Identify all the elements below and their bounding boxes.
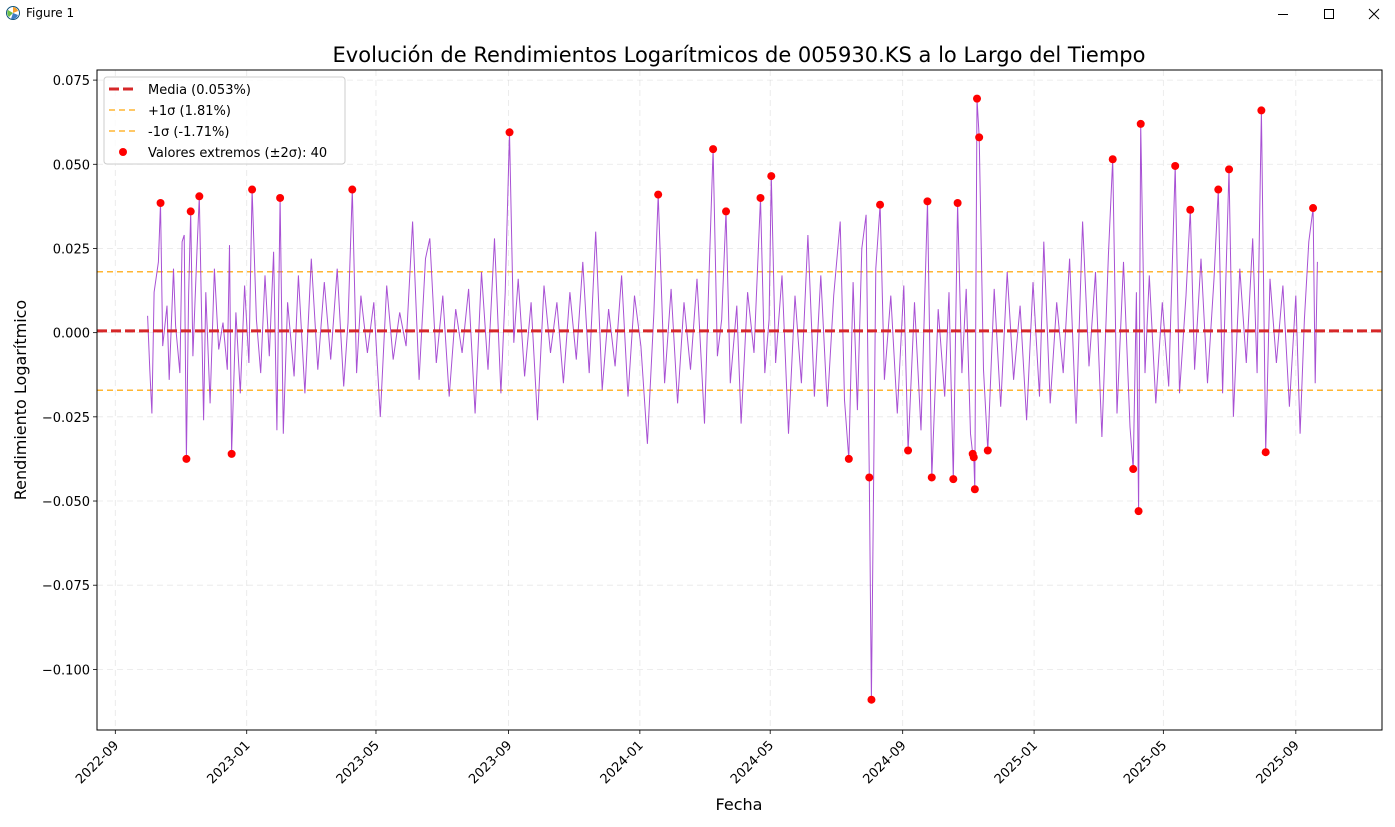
minimize-button[interactable] bbox=[1260, 0, 1306, 28]
extreme-point bbox=[927, 473, 936, 482]
extreme-point bbox=[709, 145, 718, 154]
extreme-point bbox=[767, 172, 776, 181]
extreme-point bbox=[1136, 119, 1145, 128]
extreme-point bbox=[975, 133, 984, 142]
extreme-point bbox=[654, 190, 663, 199]
plot-area-frame bbox=[96, 69, 1383, 731]
x-tick-label: 2025-09 bbox=[1254, 738, 1303, 787]
x-tick-label: 2024-01 bbox=[598, 738, 647, 787]
extreme-point bbox=[1171, 161, 1180, 170]
legend-label: -1σ (-1.71%) bbox=[148, 125, 229, 140]
legend-label: Valores extremos (±2σ): 40 bbox=[148, 146, 327, 161]
extreme-point bbox=[973, 94, 982, 103]
y-axis-ticks: 0.075 0.050 0.025 0.000 −0.025 −0.050 −0.075 −0… bbox=[42, 74, 97, 678]
legend-box bbox=[103, 76, 346, 165]
extreme-point bbox=[186, 207, 195, 216]
y-tick-label: −0.100 bbox=[42, 663, 90, 678]
extreme-markers bbox=[156, 94, 1318, 704]
y-tick-label: −0.075 bbox=[42, 579, 90, 594]
chart-title: Evolución de Rendimientos Logarítmicos d… bbox=[333, 43, 1146, 67]
x-tick-label: 2024-09 bbox=[860, 738, 909, 787]
x-tick-label: 2025-05 bbox=[1121, 738, 1170, 787]
extreme-point bbox=[756, 193, 765, 202]
extreme-point bbox=[1129, 465, 1138, 474]
y-tick-label: −0.025 bbox=[42, 411, 90, 426]
extreme-point bbox=[182, 454, 191, 463]
matplotlib-figure-icon bbox=[6, 6, 20, 20]
legend: Media (0.053%) +1σ (1.81%) -1σ (-1.71%) Val… bbox=[103, 76, 346, 165]
close-button[interactable] bbox=[1351, 0, 1395, 28]
legend-label: +1σ (1.81%) bbox=[148, 104, 231, 119]
x-tick-label: 2022-09 bbox=[73, 738, 122, 787]
extreme-point bbox=[1108, 155, 1117, 164]
y-tick-label: 0.075 bbox=[53, 74, 90, 89]
y-tick-label: 0.025 bbox=[53, 242, 90, 257]
extreme-point bbox=[1225, 165, 1234, 174]
extreme-point bbox=[227, 449, 236, 458]
window-titlebar: Figure 1 bbox=[0, 0, 1395, 28]
extreme-point bbox=[1261, 448, 1270, 457]
y-tick-label: 0.000 bbox=[53, 327, 90, 342]
extreme-point bbox=[865, 473, 874, 482]
extreme-point bbox=[904, 446, 913, 455]
y-tick-label: −0.050 bbox=[42, 495, 90, 510]
x-tick-label: 2025-01 bbox=[992, 738, 1041, 787]
extreme-point bbox=[195, 192, 204, 201]
maximize-icon bbox=[1324, 9, 1334, 19]
y-tick-label: 0.050 bbox=[53, 158, 90, 173]
extreme-point bbox=[867, 695, 876, 704]
extreme-point bbox=[722, 207, 731, 216]
x-axis-ticks: 2022-09 2023-01 2023-05 2023-09 2024-01 2024-… bbox=[73, 730, 1303, 787]
close-icon bbox=[1368, 8, 1380, 20]
maximize-button[interactable] bbox=[1306, 0, 1352, 28]
x-axis-label: Fecha bbox=[716, 795, 763, 814]
extreme-point bbox=[970, 485, 979, 494]
grid-lines bbox=[97, 70, 1382, 730]
extreme-point bbox=[1134, 507, 1143, 516]
x-tick-label: 2024-05 bbox=[728, 738, 777, 787]
extreme-point bbox=[969, 453, 978, 462]
returns-series-line bbox=[147, 98, 1318, 700]
legend-label: Media (0.053%) bbox=[148, 83, 251, 98]
window-title: Figure 1 bbox=[26, 6, 75, 20]
extreme-point bbox=[1214, 185, 1223, 194]
extreme-point bbox=[348, 185, 357, 194]
extreme-point bbox=[876, 200, 885, 209]
x-tick-label: 2023-09 bbox=[466, 738, 515, 787]
minimize-icon bbox=[1278, 14, 1288, 15]
extreme-point bbox=[953, 199, 962, 208]
x-tick-label: 2023-01 bbox=[205, 738, 254, 787]
extreme-point bbox=[844, 454, 853, 463]
series-group bbox=[147, 98, 1318, 700]
extreme-point bbox=[923, 197, 932, 206]
extreme-point bbox=[949, 475, 958, 484]
x-tick-label: 2023-05 bbox=[334, 738, 383, 787]
y-axis-label: Rendimiento Logarítmico bbox=[11, 300, 30, 500]
extreme-point bbox=[248, 185, 257, 194]
extreme-point bbox=[1186, 205, 1195, 214]
extreme-point bbox=[1257, 106, 1266, 115]
extreme-point bbox=[156, 199, 165, 208]
legend-marker-extremes bbox=[119, 148, 127, 156]
extreme-point bbox=[276, 193, 285, 202]
extreme-point bbox=[505, 128, 514, 137]
log-returns-chart: Evolución de Rendimientos Logarítmicos d… bbox=[11, 43, 1383, 814]
extreme-point bbox=[1309, 204, 1318, 213]
extreme-point bbox=[983, 446, 992, 455]
